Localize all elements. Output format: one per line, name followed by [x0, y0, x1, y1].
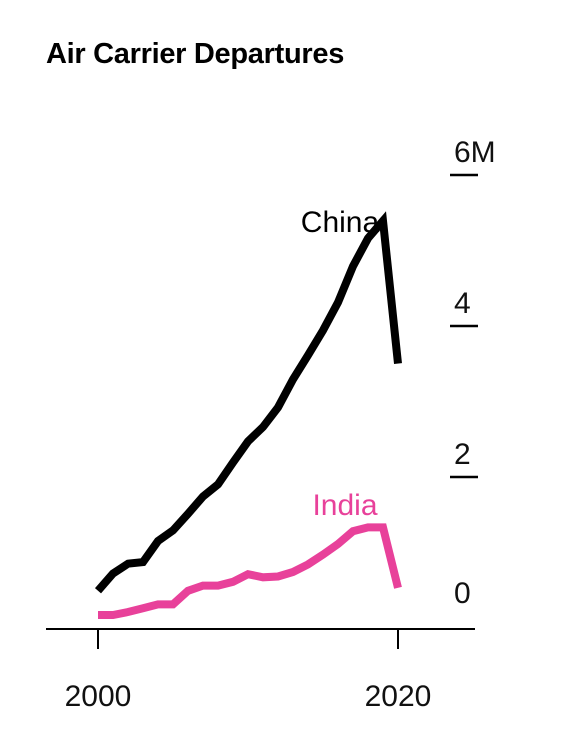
series-line-india	[98, 523, 402, 619]
series-line-china	[94, 211, 402, 594]
y-tick-label: 6M	[454, 136, 496, 169]
y-tick-label: 0	[454, 577, 471, 610]
x-tick-label: 2000	[65, 680, 132, 713]
y-tick-label: 2	[454, 438, 471, 471]
series-label-china: China	[301, 206, 380, 239]
chart-title: Air Carrier Departures	[46, 38, 345, 70]
y-tick-label: 4	[454, 287, 471, 320]
series-label-india: India	[312, 489, 377, 522]
x-tick-label: 2020	[365, 680, 432, 713]
